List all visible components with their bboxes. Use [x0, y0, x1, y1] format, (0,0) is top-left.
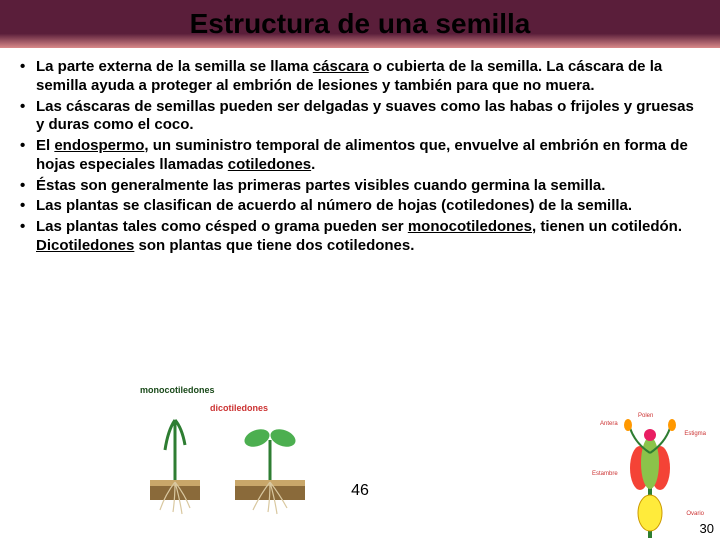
dicot-label: dicotiledones — [210, 403, 268, 413]
estambre-label: Estambre — [592, 471, 618, 477]
dicot-seedling-icon — [235, 420, 305, 520]
title-bar: Estructura de una semilla — [0, 0, 720, 48]
list-item: Las plantas se clasifican de acuerdo al … — [14, 197, 706, 216]
bottom-illustration-area: monocotiledones dicotiledones — [0, 385, 720, 540]
list-item: Las plantas tales como césped o grama pu… — [14, 218, 706, 256]
ovario-label: Ovario — [686, 511, 704, 517]
estigma-label: Estigma — [684, 431, 706, 437]
monocot-seedling-icon — [150, 410, 200, 520]
list-item: Éstas son generalmente las primeras part… — [14, 177, 706, 196]
page-number-corner: 30 — [700, 521, 714, 536]
page-title: Estructura de una semilla — [190, 8, 531, 40]
bullet-list: La parte externa de la semilla se llama … — [14, 58, 706, 256]
antera-label: Antera — [600, 421, 618, 427]
flower-anatomy-illustration: Antera Polen Estigma Estambre Ovario — [600, 393, 700, 538]
page-number-center: 46 — [351, 482, 369, 500]
monocot-label: monocotiledones — [140, 385, 215, 395]
list-item: La parte externa de la semilla se llama … — [14, 58, 706, 96]
list-item: Las cáscaras de semillas pueden ser delg… — [14, 98, 706, 136]
seedlings-illustration: monocotiledones dicotiledones — [140, 385, 330, 530]
list-item: El endospermo, un suministro temporal de… — [14, 137, 706, 175]
polen-label: Polen — [638, 413, 653, 419]
content-area: La parte externa de la semilla se llama … — [0, 48, 720, 256]
